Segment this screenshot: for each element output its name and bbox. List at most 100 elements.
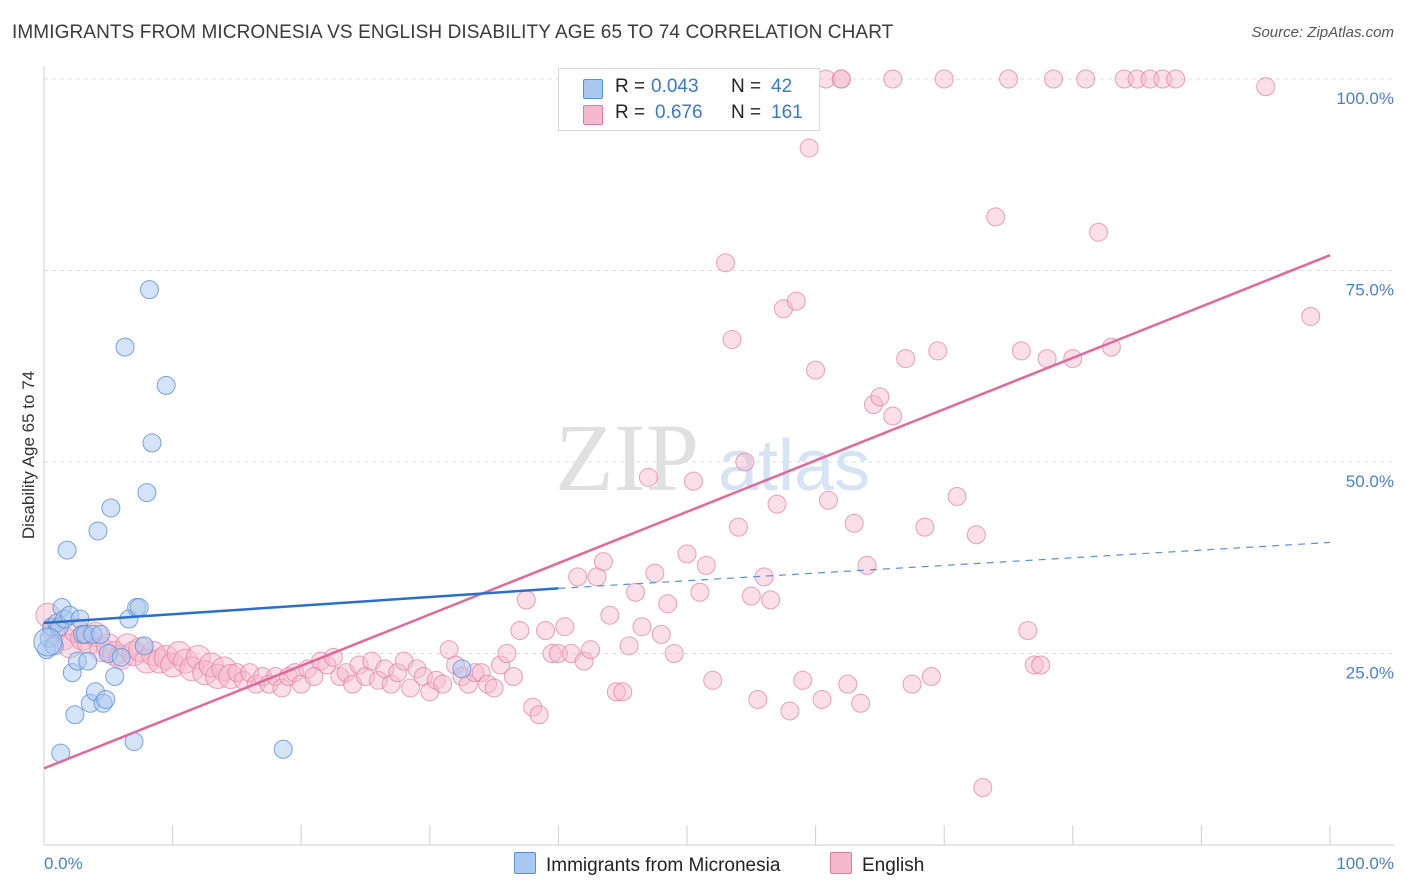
english-point [523, 697, 543, 717]
watermark-atlas: atlas [718, 426, 870, 506]
english-point [812, 689, 832, 709]
english-point [574, 651, 594, 671]
english-point [928, 341, 948, 361]
y-tick-label: 50.0% [1346, 472, 1394, 491]
english-point [516, 590, 536, 610]
english-point [1166, 69, 1186, 89]
english-point [491, 655, 511, 675]
english-point [741, 586, 761, 606]
english-point [606, 682, 626, 702]
english-point [896, 349, 916, 369]
micronesia-point [137, 483, 157, 503]
english-point [857, 555, 877, 575]
english-point [767, 494, 787, 514]
english-point [735, 452, 755, 472]
english-point [664, 644, 684, 663]
legend-n-label: N = [731, 102, 762, 123]
legend-r-value: 0.043 [651, 76, 699, 97]
micronesia-point [96, 689, 116, 709]
micronesia-points [33, 280, 472, 763]
gridlines: 25.0% 50.0% 75.0% 100.0% [44, 78, 1394, 683]
english-point [529, 705, 549, 725]
micronesia-point [129, 598, 149, 618]
english-point [934, 69, 954, 89]
watermark-zip: ZIP [555, 404, 699, 511]
english-point [786, 291, 806, 311]
english-point [632, 617, 652, 637]
english-trend-line [43, 254, 1331, 770]
english-point [568, 567, 588, 587]
micronesia-point [111, 647, 131, 667]
micronesia-point [91, 624, 111, 644]
micronesia-point [273, 739, 293, 759]
english-point [593, 552, 613, 572]
bottom-legend-label-english: English [862, 855, 925, 876]
english-point [1018, 621, 1038, 641]
english-point [484, 678, 504, 698]
english-point [619, 636, 639, 656]
english-point [211, 656, 237, 682]
english-point [658, 594, 678, 614]
english-point [1089, 222, 1109, 242]
english-point [683, 471, 703, 491]
english-point [381, 674, 401, 694]
x-tick-label-100: 100.0% [1336, 854, 1394, 873]
english-point [1076, 69, 1096, 89]
english-point [690, 582, 710, 602]
micronesia-point [33, 627, 63, 657]
micronesia-point [115, 337, 135, 357]
english-point [818, 490, 838, 510]
english-point [870, 387, 890, 407]
y-axis-label: Disability Age 65 to 74 [19, 371, 38, 539]
english-point [986, 207, 1006, 227]
english-point [761, 590, 781, 610]
english-point [748, 689, 768, 709]
micronesia-point [134, 636, 154, 656]
english-point [831, 69, 851, 89]
english-point [510, 621, 530, 641]
english-point [600, 605, 620, 625]
english-point [1256, 77, 1276, 97]
chart-title: IMMIGRANTS FROM MICRONESIA VS ENGLISH DI… [12, 22, 894, 43]
english-point [217, 663, 243, 689]
english-point [863, 395, 883, 415]
english-point [349, 655, 369, 675]
english-point [921, 666, 941, 686]
english-point [205, 663, 231, 689]
micronesia-point [156, 375, 176, 395]
english-point [497, 644, 517, 663]
english-point [471, 663, 491, 683]
legend-n-value: 42 [771, 76, 793, 97]
english-point [966, 525, 986, 545]
english-point [973, 778, 993, 798]
bottom-legend-swatch-blue [514, 852, 536, 874]
micronesia-point [105, 666, 125, 686]
english-point [638, 467, 658, 487]
english-point [728, 517, 748, 537]
english-point [915, 517, 935, 537]
english-point [1031, 655, 1051, 675]
legend-swatch-pink [583, 105, 603, 125]
english-point [793, 670, 813, 690]
legend: R = 0.043 N = 42 R = 0.676 N = 161 [558, 68, 820, 131]
english-point [838, 674, 858, 694]
micronesia-trend-line [43, 587, 559, 625]
english-point [806, 360, 826, 380]
english-point [272, 678, 292, 698]
micronesia-point [101, 498, 121, 518]
english-point [555, 617, 575, 637]
english-point [613, 682, 633, 702]
micronesia-point [139, 280, 159, 300]
y-tick-label: 100.0% [1336, 89, 1394, 108]
legend-r-label: R = [615, 76, 646, 97]
english-point [947, 486, 967, 506]
source-label: Source: ZipAtlas.com [1251, 24, 1394, 41]
bottom-legend-swatch-pink [830, 852, 852, 874]
english-point [368, 670, 388, 690]
legend-r-label: R = [615, 102, 646, 123]
english-point [503, 666, 523, 686]
axes [43, 66, 1394, 846]
english-point [883, 406, 903, 426]
micronesia-trend-extension [558, 541, 1331, 589]
micronesia-point [57, 540, 77, 560]
